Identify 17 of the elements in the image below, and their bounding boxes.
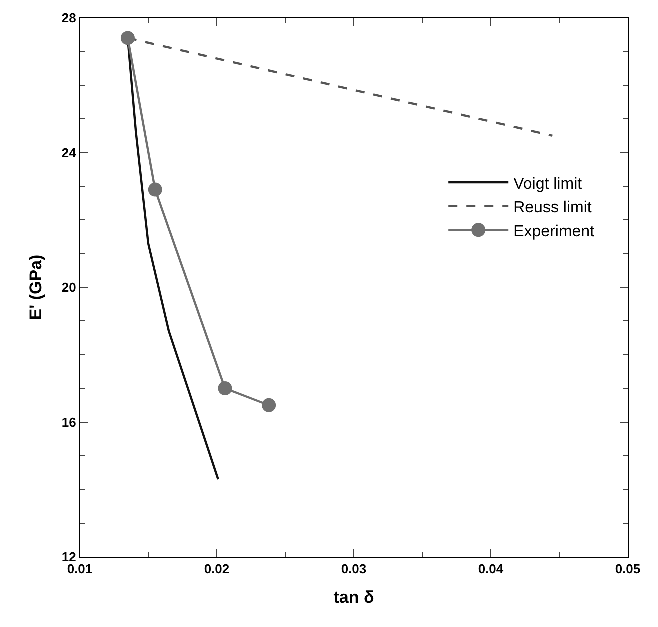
- x-tick-label: 0.02: [204, 562, 230, 577]
- y-tick-label: 20: [62, 280, 76, 296]
- point: [148, 182, 162, 197]
- legend-label: Voigt limit: [514, 176, 583, 193]
- y-tick-label: 24: [62, 145, 78, 160]
- y-axis-title: E' (GPa): [26, 254, 46, 320]
- x-axis-title: tan δ: [334, 588, 374, 607]
- x-tick-label: 0.04: [478, 562, 504, 577]
- y-tick-label: 16: [62, 414, 76, 430]
- x-tick-label: 0.05: [615, 562, 641, 577]
- point: [120, 31, 135, 46]
- x-tick-label: 0.03: [341, 562, 367, 577]
- legend-label: Reuss limit: [514, 200, 592, 217]
- point: [218, 382, 232, 396]
- point: [262, 398, 276, 412]
- y-tick-label: 28: [62, 10, 76, 26]
- legend-label: Experiment: [514, 223, 596, 240]
